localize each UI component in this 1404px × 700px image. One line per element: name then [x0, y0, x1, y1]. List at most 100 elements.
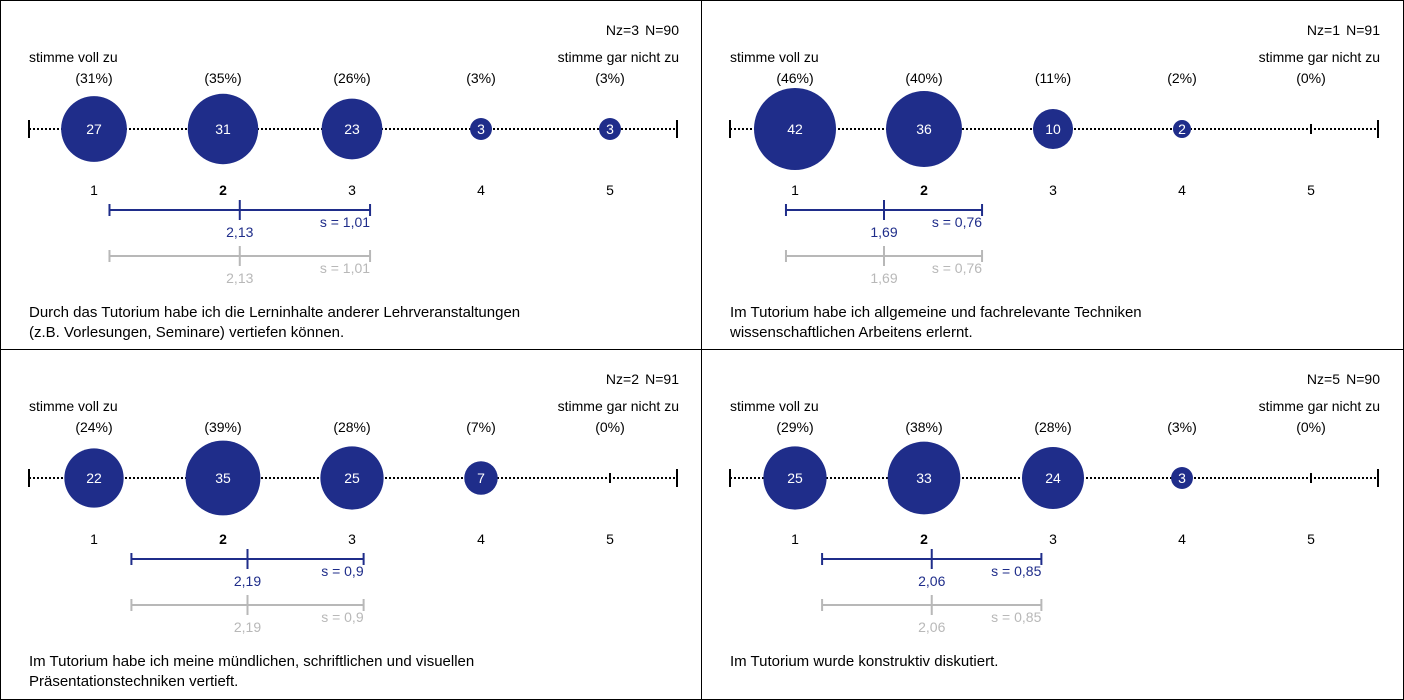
right-anchor-label: stimme gar nicht zu	[558, 49, 679, 65]
response-bubble	[321, 98, 383, 160]
n-label: N=91	[645, 371, 679, 387]
question-text-line: wissenschaftlichen Arbeitens erlernt.	[730, 324, 973, 341]
reference-mean-label: 2,19	[234, 619, 261, 635]
nz-label: Nz=1	[1307, 22, 1340, 38]
question-text: Im Tutorium habe ich meine mündlichen, s…	[29, 652, 669, 692]
n-label: N=90	[645, 22, 679, 38]
percent-label: (38%)	[905, 419, 942, 435]
response-bubble	[187, 93, 259, 165]
reference-mean-label: 2,13	[226, 270, 253, 286]
mean-sd-label: s = 1,01	[320, 214, 370, 230]
bubble-scale-chart: Nz=2 N=91 stimme voll zu stimme gar nicht z…	[28, 371, 679, 635]
right-anchor-label: stimme gar nicht zu	[1259, 49, 1380, 65]
response-bubble	[886, 91, 962, 167]
n-label: N=91	[1346, 22, 1380, 38]
right-anchor-label: stimme gar nicht zu	[1259, 398, 1380, 414]
category-label: 1	[90, 182, 98, 198]
bubble-count-label: 42	[787, 121, 803, 137]
question-text-line: Durch das Tutorium habe ich die Lerninha…	[29, 304, 521, 321]
response-bubble	[185, 440, 261, 516]
reference-mean-label: 1,69	[870, 270, 897, 286]
reference-sd-label: s = 0,76	[932, 260, 982, 276]
mean-sd-label: s = 0,76	[932, 214, 982, 230]
reference-sd-label: s = 0,9	[321, 609, 364, 625]
category-label: 5	[606, 182, 614, 198]
category-label: 5	[606, 531, 614, 547]
response-bubble	[1171, 467, 1193, 489]
nz-label: Nz=2	[606, 371, 639, 387]
question-text-line: Im Tutorium habe ich allgemeine und fach…	[730, 304, 1142, 321]
category-label: 5	[1307, 531, 1315, 547]
bubble-count-label: 2	[1178, 121, 1186, 137]
left-anchor-label: stimme voll zu	[730, 49, 819, 65]
response-bubble	[320, 446, 384, 510]
category-label: 1	[791, 182, 799, 198]
question-text: Durch das Tutorium habe ich die Lerninha…	[29, 303, 669, 343]
percent-label: (11%)	[1035, 70, 1071, 86]
category-label: 2	[219, 182, 227, 198]
reference-sd-label: s = 1,01	[320, 260, 370, 276]
response-bubble	[470, 118, 492, 140]
nz-label: Nz=5	[1307, 371, 1340, 387]
response-bubble	[61, 96, 127, 162]
nz-label: Nz=3	[606, 22, 639, 38]
percent-label: (7%)	[466, 419, 496, 435]
bubble-count-label: 10	[1045, 121, 1061, 137]
question-text: Im Tutorium wurde konstruktiv diskutiert…	[730, 652, 1370, 672]
category-label: 1	[90, 531, 98, 547]
percent-label: (40%)	[905, 70, 942, 86]
bubble-count-label: 22	[86, 470, 102, 486]
response-bubble	[1022, 447, 1084, 509]
percent-label: (31%)	[75, 70, 112, 86]
response-bubble	[599, 118, 621, 140]
bubble-count-label: 27	[86, 121, 102, 137]
mean-mean-label: 2,19	[234, 573, 261, 589]
bubble-count-label: 3	[477, 121, 485, 137]
percent-label: (0%)	[595, 419, 625, 435]
percent-label: (46%)	[776, 70, 813, 86]
percent-label: (3%)	[1167, 419, 1197, 435]
mean-sd-label: s = 0,85	[991, 563, 1041, 579]
response-bubble	[464, 461, 498, 495]
bubble-count-label: 3	[1178, 470, 1186, 486]
question-panel: Nz=5 N=90 stimme voll zu stimme gar nicht z…	[702, 350, 1404, 700]
category-label: 4	[1178, 182, 1186, 198]
bubble-count-label: 35	[215, 470, 231, 486]
mean-sd-label: s = 0,9	[321, 563, 364, 579]
question-text-line: (z.B. Vorlesungen, Seminare) vertiefen k…	[29, 324, 345, 341]
bubble-count-label: 23	[344, 121, 360, 137]
bubble-count-label: 36	[916, 121, 932, 137]
category-label: 3	[1049, 182, 1057, 198]
bubble-scale-chart: Nz=3 N=90 stimme voll zu stimme gar nicht z…	[28, 22, 679, 286]
percent-label: (0%)	[1296, 419, 1326, 435]
bubble-scale-chart: Nz=5 N=90 stimme voll zu stimme gar nicht z…	[729, 371, 1380, 635]
percent-label: (3%)	[466, 70, 496, 86]
response-bubble	[64, 448, 124, 508]
question-text: Im Tutorium habe ich allgemeine und fach…	[730, 303, 1370, 343]
bubble-count-label: 33	[916, 470, 932, 486]
response-bubble	[1032, 108, 1074, 150]
percent-label: (3%)	[595, 70, 625, 86]
response-bubble	[754, 88, 836, 170]
percent-label: (24%)	[75, 419, 112, 435]
left-anchor-label: stimme voll zu	[730, 398, 819, 414]
bubble-count-label: 25	[344, 470, 360, 486]
category-label: 2	[920, 531, 928, 547]
percent-label: (29%)	[776, 419, 813, 435]
mean-mean-label: 2,06	[918, 573, 945, 589]
right-anchor-label: stimme gar nicht zu	[558, 398, 679, 414]
response-bubble	[1173, 120, 1191, 138]
percent-label: (28%)	[333, 419, 370, 435]
percent-label: (39%)	[204, 419, 241, 435]
bubble-count-label: 3	[606, 121, 614, 137]
category-label: 3	[348, 531, 356, 547]
reference-mean-label: 2,06	[918, 619, 945, 635]
category-label: 1	[791, 531, 799, 547]
question-panel: Nz=2 N=91 stimme voll zu stimme gar nicht z…	[0, 350, 702, 700]
mean-mean-label: 1,69	[870, 224, 897, 240]
bubble-count-label: 7	[477, 470, 485, 486]
question-text-line: Im Tutorium habe ich meine mündlichen, s…	[29, 653, 475, 670]
question-text-line: Im Tutorium wurde konstruktiv diskutiert…	[730, 653, 999, 670]
response-bubble	[763, 446, 827, 510]
